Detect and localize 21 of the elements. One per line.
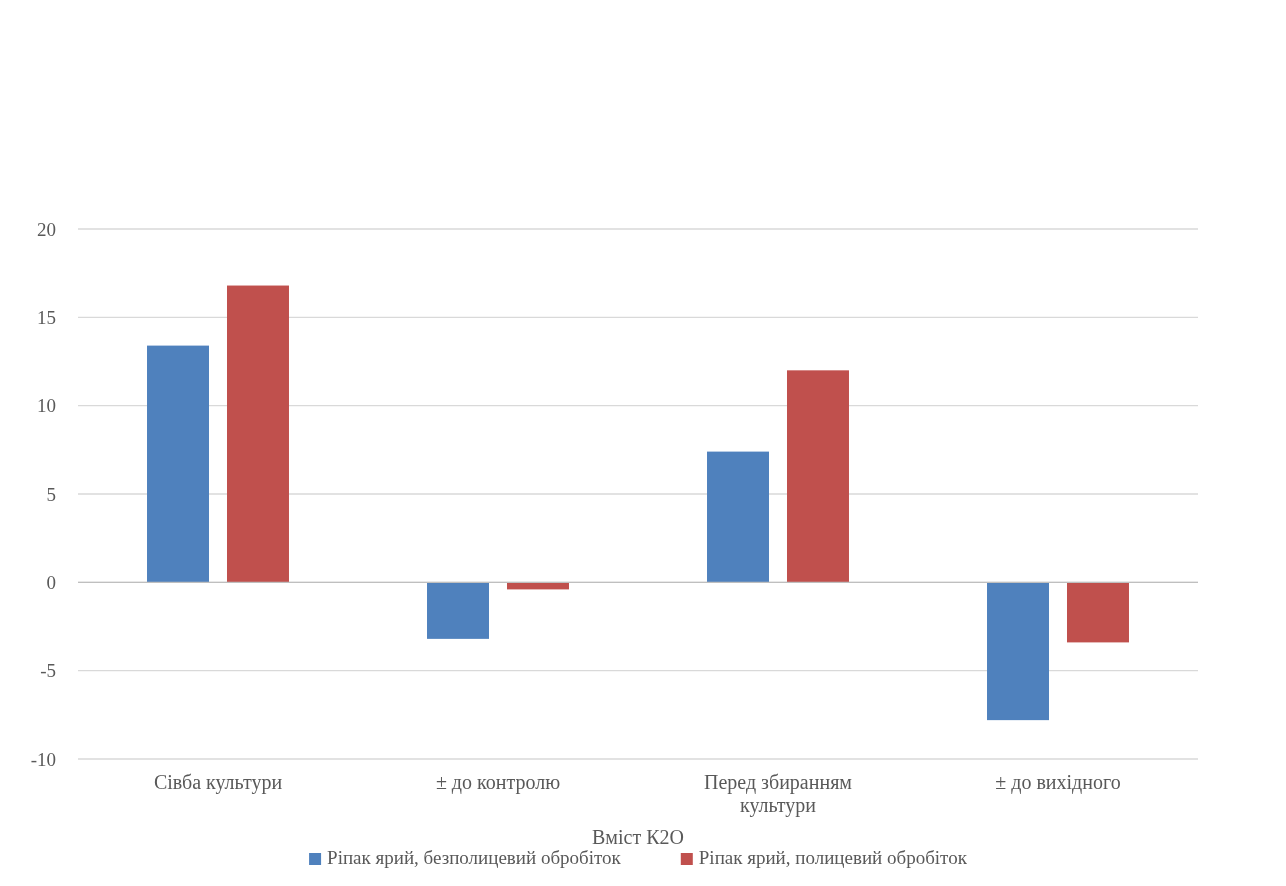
- bar: [1067, 582, 1129, 643]
- legend-label: Ріпак ярий, безполицевий обробіток: [327, 847, 622, 868]
- legend-label: Ріпак ярий, полицевий обробіток: [698, 847, 968, 868]
- y-tick-label: 15: [37, 306, 56, 328]
- bar: [707, 451, 769, 583]
- bar: [427, 582, 489, 639]
- x-tick-label: Перед збиранням культури: [703, 771, 853, 817]
- x-tick-label: ± до контролю: [435, 771, 561, 794]
- x-tick-label: Сівба культури: [153, 771, 283, 794]
- y-tick-label: 0: [46, 571, 56, 593]
- y-tick-label: 5: [46, 483, 56, 505]
- x-axis-title: Вміст К2О: [592, 826, 684, 848]
- x-tick-label: ± до вихідного: [995, 771, 1121, 794]
- y-tick-label: 10: [37, 395, 56, 417]
- bar: [227, 285, 289, 583]
- y-tick-label: -5: [40, 660, 56, 682]
- bar: [787, 370, 849, 583]
- bar: [147, 345, 209, 583]
- bar: [987, 582, 1049, 721]
- y-tick-label: -10: [30, 748, 56, 770]
- y-tick-label: 20: [37, 218, 56, 240]
